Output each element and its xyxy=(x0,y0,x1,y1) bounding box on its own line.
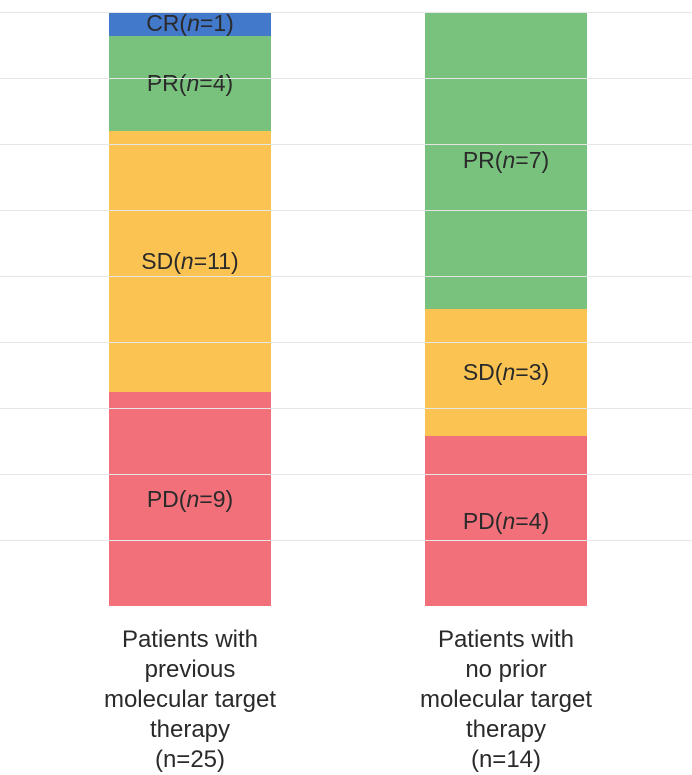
axis-label-line: (n=25) xyxy=(70,745,310,775)
seg-prev-cr: CR(n=1) xyxy=(109,12,271,36)
segment-code: SD xyxy=(463,359,495,385)
seg-noprior-pr: PR(n=7) xyxy=(425,12,587,309)
segment-code: SD xyxy=(141,248,173,274)
segment-code: PD xyxy=(147,486,179,512)
bar-noprior: PD(n=4) SD(n=3) PR(n=7) xyxy=(425,12,587,606)
segment-n-symbol: n xyxy=(186,486,199,512)
segment-label: PR(n=4) xyxy=(147,70,233,97)
segment-code: PD xyxy=(463,508,495,534)
gridline xyxy=(0,210,692,211)
gridline xyxy=(0,78,692,79)
axis-label-line: Patients with xyxy=(386,625,626,655)
axis-label-line: therapy xyxy=(70,715,310,745)
segment-n-value: 4 xyxy=(213,70,226,96)
segment-label: SD(n=3) xyxy=(463,359,549,386)
axis-label-line: molecular target xyxy=(386,685,626,715)
segment-n-symbol: n xyxy=(502,359,515,385)
segment-code: PR xyxy=(463,147,495,173)
seg-noprior-sd: SD(n=3) xyxy=(425,309,587,436)
seg-prev-pd: PD(n=9) xyxy=(109,392,271,606)
segment-n-symbol: n xyxy=(502,508,515,534)
segment-n-value: 11 xyxy=(207,248,231,274)
segment-n-value: 3 xyxy=(529,359,542,385)
segment-n-symbol: n xyxy=(187,10,200,36)
segment-label: PR(n=7) xyxy=(463,147,549,174)
segment-n-symbol: n xyxy=(502,147,515,173)
segment-n-value: 9 xyxy=(213,486,226,512)
segment-n-value: 4 xyxy=(529,508,542,534)
segment-n-symbol: n xyxy=(186,70,199,96)
segment-label: SD(n=11) xyxy=(141,248,238,275)
gridline xyxy=(0,540,692,541)
segment-label: PD(n=9) xyxy=(147,486,233,513)
seg-noprior-pd: PD(n=4) xyxy=(425,436,587,606)
segment-code: CR xyxy=(146,10,179,36)
gridline xyxy=(0,474,692,475)
gridline xyxy=(0,144,692,145)
segment-n-value: 7 xyxy=(529,147,542,173)
axis-label-line: molecular target xyxy=(70,685,310,715)
seg-prev-pr: PR(n=4) xyxy=(109,36,271,131)
bar-prev-label: Patients withpreviousmolecular targetthe… xyxy=(70,625,310,775)
segment-n-value: 1 xyxy=(213,10,226,36)
plot-area: PD(n=9) SD(n=11) PR(n=4) CR(n=1) PD(n=4) SD(n… xyxy=(0,12,692,606)
gridline xyxy=(0,12,692,13)
gridline xyxy=(0,342,692,343)
segment-code: PR xyxy=(147,70,179,96)
axis-label-line: no prior xyxy=(386,655,626,685)
axis-label-line: (n=14) xyxy=(386,745,626,775)
seg-prev-sd: SD(n=11) xyxy=(109,131,271,392)
axis-label-line: therapy xyxy=(386,715,626,745)
bar-noprior-label: Patients withno priormolecular targetthe… xyxy=(386,625,626,775)
gridline xyxy=(0,408,692,409)
axis-label-line: Patients with xyxy=(70,625,310,655)
segment-label: PD(n=4) xyxy=(463,508,549,535)
bars-layer: PD(n=9) SD(n=11) PR(n=4) CR(n=1) PD(n=4) SD(n… xyxy=(0,12,692,606)
gridline xyxy=(0,276,692,277)
axis-label-line: previous xyxy=(70,655,310,685)
stacked-bar-chart: PD(n=9) SD(n=11) PR(n=4) CR(n=1) PD(n=4) SD(n… xyxy=(0,0,692,759)
bar-prev: PD(n=9) SD(n=11) PR(n=4) CR(n=1) xyxy=(109,12,271,606)
segment-n-symbol: n xyxy=(181,248,194,274)
segment-label: CR(n=1) xyxy=(146,10,234,37)
